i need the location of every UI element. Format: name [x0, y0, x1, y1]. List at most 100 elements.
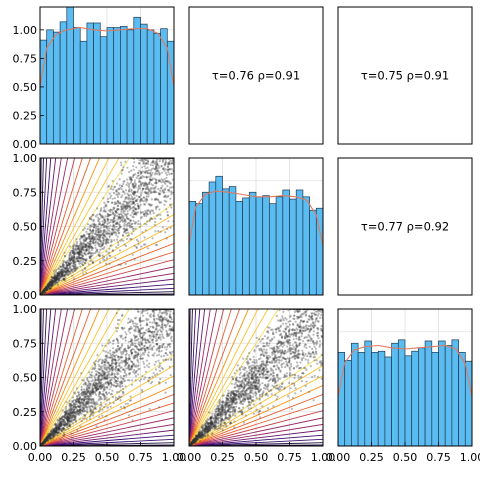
scatter-point: [107, 398, 111, 401]
scatter-point: [50, 282, 53, 285]
scatter-point: [41, 291, 44, 294]
scatter-point: [281, 349, 284, 352]
scatter-point: [94, 250, 98, 253]
scatter-point: [40, 443, 43, 446]
scatter-point: [53, 276, 56, 279]
scatter-point: [60, 416, 63, 419]
scatter-point: [139, 357, 142, 360]
scatter-point: [156, 331, 159, 334]
scatter-point: [89, 374, 93, 377]
scatter-point: [64, 423, 68, 426]
scatter-point: [169, 374, 172, 377]
scatter-point: [96, 383, 99, 386]
scatter-point: [155, 165, 158, 168]
scatter-point: [135, 345, 138, 348]
scatter-point: [49, 434, 52, 437]
scatter-point: [90, 391, 93, 394]
scatter-point: [98, 251, 101, 254]
scatter-point: [134, 353, 138, 356]
scatter-point: [104, 415, 108, 418]
scatter-point: [118, 384, 121, 387]
scatter-point: [144, 159, 147, 162]
kde-curve: [40, 26, 174, 87]
scatter-point: [129, 360, 133, 363]
scatter-point: [166, 333, 169, 336]
scatter-point: [158, 160, 161, 163]
scatter-point: [120, 366, 123, 369]
scatter-point: [105, 250, 108, 253]
scatter-point: [68, 413, 71, 416]
scatter-point: [225, 403, 228, 406]
scatter-point: [318, 345, 321, 348]
scatter-point: [77, 391, 80, 394]
scatter-point: [166, 227, 169, 231]
scatter-point: [127, 231, 130, 234]
scatter-point: [123, 213, 126, 216]
scatter-point: [123, 206, 126, 209]
scatter-point: [151, 160, 154, 163]
scatter-point: [73, 252, 76, 255]
scatter-point: [88, 392, 92, 395]
scatter-point: [97, 219, 100, 223]
scatter-point: [97, 374, 101, 377]
scatter-point: [145, 175, 148, 178]
scatter-point: [56, 434, 59, 437]
scatter-point: [72, 256, 76, 259]
scatter-point: [159, 330, 163, 333]
scatter-point: [51, 429, 55, 432]
scatter-point: [95, 383, 98, 386]
scatter-point: [254, 391, 257, 394]
scatter-point: [112, 220, 116, 224]
scatter-point: [111, 351, 115, 354]
scatter-point: [85, 258, 88, 261]
scatter-point: [52, 276, 55, 279]
scatter-point: [226, 403, 229, 406]
scatter-point: [106, 377, 109, 381]
scatter-point: [117, 217, 120, 220]
scatter-point: [253, 348, 256, 351]
scatter-point: [121, 390, 124, 393]
scatter-point: [130, 178, 133, 181]
scatter-point: [132, 357, 135, 360]
scatter-point: [74, 411, 77, 414]
scatter-point: [102, 349, 105, 352]
scatter-point: [141, 310, 144, 313]
scatter-point: [80, 398, 83, 402]
scatter-point: [141, 357, 144, 360]
scatter-point: [48, 287, 52, 290]
scatter-point: [45, 285, 49, 289]
scatter-point: [148, 181, 151, 184]
scatter-point: [96, 250, 99, 253]
scatter-point: [70, 411, 74, 414]
scatter-point: [67, 272, 70, 275]
scatter-point: [83, 399, 86, 402]
scatter-point: [123, 180, 126, 183]
scatter-point: [60, 270, 63, 274]
scatter-point: [109, 213, 112, 216]
scatter-point: [233, 426, 236, 429]
scatter-point: [65, 273, 68, 276]
scatter-point: [265, 354, 268, 357]
scatter-point: [109, 356, 112, 359]
scatter-point: [126, 217, 129, 220]
scatter-point: [295, 337, 298, 340]
scatter-point: [127, 222, 130, 225]
scatter-point: [80, 385, 83, 388]
scatter-point: [113, 378, 116, 381]
scatter-point: [82, 391, 85, 394]
scatter-point: [145, 319, 148, 322]
scatter-point: [65, 266, 68, 269]
scatter-point: [308, 318, 311, 321]
scatter-point: [134, 370, 137, 373]
scatter-point: [89, 251, 92, 254]
scatter-point: [99, 210, 102, 213]
scatter-point: [81, 409, 84, 412]
scatter-point: [47, 282, 50, 285]
scatter-point: [300, 332, 303, 335]
scatter-point: [87, 263, 90, 266]
scatter-point: [170, 172, 173, 175]
scatter-point: [92, 229, 95, 232]
scatter-point: [133, 191, 136, 194]
scatter-point: [124, 353, 127, 357]
scatter-point: [97, 233, 100, 236]
